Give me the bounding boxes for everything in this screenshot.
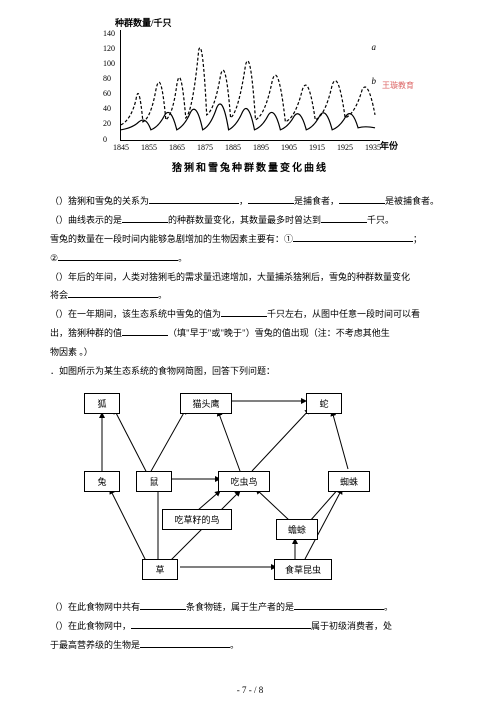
q-text: （）猞猁和雪兔的关系为 [50, 196, 149, 206]
question-1: （）猞猁和雪兔的关系为 ， 是捕食者， 是被捕食者。 [50, 192, 450, 211]
ytick: 60 [103, 89, 111, 98]
q-text: ② [50, 253, 58, 263]
node-snake: 蛇 [306, 393, 342, 414]
node-bird-seed: 吃草籽的鸟 [162, 509, 232, 530]
q-text: （）在此食物网中共有 [50, 602, 140, 612]
q-text: 于最高营养级的生物是 [50, 640, 140, 650]
q-text: 千只左右，从图中任意一段时间可以看 [267, 309, 420, 319]
fill-blank[interactable] [122, 222, 168, 223]
series-b-label: b [372, 76, 377, 86]
q-text: 的种群数量变化，其数量最多时曾达到 [168, 215, 321, 225]
xtick: 1895 [253, 143, 269, 152]
q-text: （）年后的年间，人类对猞猁毛的需求量迅速增加，大量捕杀猞猁后，雪兔的种群数量变化 [50, 272, 410, 282]
fill-blank[interactable] [140, 609, 186, 610]
q-text: 出，猞猁种群的值 [50, 328, 122, 338]
fill-blank[interactable] [122, 335, 168, 336]
question-2: （）曲线表示的是 的种群数量变化，其数量最多时曾达到 千只。 [50, 211, 450, 230]
node-bird-insect: 吃虫鸟 [218, 471, 270, 492]
xtick: 1885 [225, 143, 241, 152]
q-text: 属于初级消费者，处 [311, 621, 392, 631]
q-text: 是被捕食者。 [385, 196, 439, 206]
food-web-diagram: 狐 猫头鹰 蛇 兔 鼠 吃虫鸟 蜘蛛 吃草籽的鸟 蟾蜍 草 食草昆虫 [80, 391, 400, 586]
chart-caption: 猞猁和雪兔种群数量变化曲线 [120, 159, 380, 174]
q-text: 是捕食者， [294, 196, 339, 206]
ytick: 20 [103, 119, 111, 128]
ytick: 120 [103, 44, 115, 53]
series-a-label: a [372, 42, 377, 52]
fill-blank[interactable] [248, 203, 294, 204]
question-6: ．如图所示为某生态系统的食物网简图，回答下列问题： [50, 362, 450, 381]
q-text: 。 [158, 290, 167, 300]
y-axis-label: 种群数量/千只 [115, 16, 172, 29]
ytick: 40 [103, 104, 111, 113]
xtick: 1925 [337, 143, 353, 152]
ytick: 80 [103, 74, 111, 83]
fill-blank[interactable] [140, 647, 230, 648]
q-text: ， [239, 196, 248, 206]
ytick: 100 [103, 59, 115, 68]
node-grass: 草 [142, 559, 178, 580]
fill-blank[interactable] [339, 203, 385, 204]
q-text: 。 [384, 602, 393, 612]
x-axis-label: 年份 [380, 139, 398, 152]
fill-blank[interactable] [293, 241, 413, 242]
node-spider: 蜘蛛 [328, 471, 370, 492]
ytick: 140 [103, 29, 115, 38]
xtick: 1855 [141, 143, 157, 152]
chart-lines-icon [121, 30, 380, 140]
q-text: 雪兔的数量在一段时间内能够急剧增加的生物因素主要有：① [50, 234, 293, 244]
fill-blank[interactable] [221, 316, 267, 317]
q-text: 。 [230, 640, 239, 650]
population-chart: 种群数量/千只 年份 0 20 40 60 80 100 120 140 184… [120, 30, 380, 174]
fill-blank[interactable] [131, 628, 311, 629]
fill-blank[interactable] [68, 297, 158, 298]
fill-blank[interactable] [149, 203, 239, 204]
q-text: （）曲线表示的是 [50, 215, 122, 225]
q-text: ．如图所示为某生态系统的食物网简图，回答下列问题： [50, 366, 275, 376]
question-4: （）年后的年间，人类对猞猁毛的需求量迅速增加，大量捕杀猞猁后，雪兔的种群数量变化… [50, 268, 450, 306]
node-toad: 蟾蜍 [276, 519, 318, 540]
node-mouse: 鼠 [136, 471, 172, 492]
node-fox: 狐 [84, 393, 120, 414]
xtick: 1905 [281, 143, 297, 152]
q-text: （填"早于"或"晚于"）雪兔的值出现（注：不考虑其他生 [168, 328, 390, 338]
question-7: （）在此食物网中共有 条食物链，属于生产者的是 。 [50, 598, 450, 617]
fill-blank[interactable] [58, 260, 178, 261]
q-text: 。 [178, 253, 187, 263]
xtick: 1875 [197, 143, 213, 152]
fill-blank[interactable] [321, 222, 367, 223]
xtick: 1845 [113, 143, 129, 152]
watermark: 王璇教育 [382, 80, 414, 91]
node-owl: 猫头鹰 [180, 393, 232, 414]
xtick: 1935 [365, 143, 381, 152]
q-text: 千只。 [367, 215, 394, 225]
xtick: 1865 [169, 143, 185, 152]
q-text: ； [413, 234, 422, 244]
q-text: 条食物链，属于生产者的是 [186, 602, 294, 612]
chart-area: 种群数量/千只 年份 0 20 40 60 80 100 120 140 184… [120, 30, 380, 141]
question-8: （）在此食物网中， 属于初级消费者，处 于最高营养级的生物是 。 [50, 617, 450, 655]
q-text: 物因素 。） [50, 347, 93, 357]
fill-blank[interactable] [294, 609, 384, 610]
node-rabbit: 兔 [84, 471, 120, 492]
q-text: 将会 [50, 290, 68, 300]
node-insect: 食草昆虫 [274, 559, 332, 580]
q-text: （）在此食物网中， [50, 621, 131, 631]
question-5: （）在一年期间，该生态系统中雪兔的值为 千只左右，从图中任意一段时间可以看 出，猞… [50, 305, 450, 362]
question-3: 雪兔的数量在一段时间内能够急剧增加的生物因素主要有：① ； ② 。 [50, 230, 450, 268]
q-text: （）在一年期间，该生态系统中雪兔的值为 [50, 309, 221, 319]
xtick: 1915 [309, 143, 325, 152]
ytick: 0 [103, 135, 107, 144]
page-footer: - 7 - / 8 [0, 685, 500, 695]
